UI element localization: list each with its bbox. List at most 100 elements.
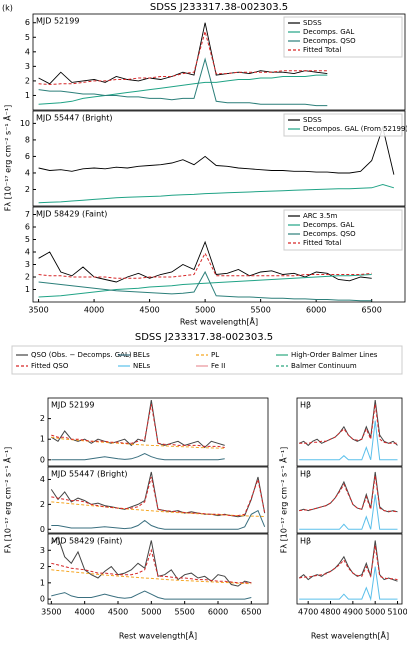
spectrum-line bbox=[51, 501, 265, 518]
y-tick-label: 4 bbox=[25, 47, 30, 56]
panel-annotation: MJD 58429 (Faint) bbox=[36, 210, 107, 219]
x-tick-label: 4500 bbox=[108, 608, 128, 617]
y-tick-label: 3 bbox=[25, 62, 30, 71]
panel-label: (k) bbox=[2, 4, 13, 13]
plot-frame bbox=[32, 110, 406, 207]
spectrum-line bbox=[38, 29, 328, 86]
panel-annotation: Hβ bbox=[300, 537, 311, 546]
bottom-title: SDSS J233317.38-002303.5 bbox=[135, 332, 273, 343]
y-tick-label: 0 bbox=[40, 455, 45, 464]
legend-label: QSO (Obs. − Decomps. GAL) bbox=[31, 351, 132, 359]
legend-label: Decomps. QSO bbox=[303, 230, 356, 238]
legend-label: Fitted Total bbox=[303, 46, 341, 54]
spectrum-line bbox=[50, 536, 252, 587]
legend-label: Decomps. GAL bbox=[303, 28, 354, 36]
plot-frame bbox=[296, 397, 403, 467]
spectrum-line bbox=[50, 471, 266, 518]
y-tick-label: 1 bbox=[40, 435, 45, 444]
x-tick-label: 6500 bbox=[362, 306, 382, 315]
spectrum-line bbox=[38, 57, 328, 107]
x-tick-label: 6000 bbox=[306, 306, 326, 315]
y-tick-label: 6 bbox=[25, 152, 30, 161]
spectrum-line bbox=[299, 404, 398, 444]
plot-frame bbox=[32, 13, 406, 111]
legend-label: SDSS bbox=[303, 19, 322, 27]
x-tick-label: 5100 bbox=[387, 608, 407, 617]
panel-annotation: MJD 52199 bbox=[36, 17, 79, 26]
y-tick-label: 7 bbox=[25, 210, 30, 219]
legend-label: Balmer Continuum bbox=[291, 362, 357, 370]
legend-label: Decompos. GAL (From 52199) bbox=[303, 125, 407, 133]
y-tick-label: 3 bbox=[25, 260, 30, 269]
panel-annotation: MJD 58429 (Faint) bbox=[51, 537, 122, 546]
y-tick-label: 2 bbox=[25, 76, 30, 85]
spectrum-line bbox=[51, 453, 225, 461]
y-tick-label: 1 bbox=[25, 91, 30, 100]
x-tick-label: 4900 bbox=[343, 608, 363, 617]
spectrum-line bbox=[51, 590, 252, 600]
legend-label: Fe II bbox=[211, 362, 225, 370]
plot-frame bbox=[47, 397, 269, 467]
panel-annotation: MJD 55447 (Bright) bbox=[36, 114, 112, 123]
spectrum-line bbox=[38, 270, 372, 302]
legend-box bbox=[283, 209, 403, 251]
spectrum-line bbox=[299, 475, 398, 513]
legend-label: High-Order Balmer Lines bbox=[291, 351, 378, 359]
x-tick-label: 4000 bbox=[74, 608, 94, 617]
legend-box bbox=[11, 345, 403, 375]
y-tick-label: 4 bbox=[40, 475, 45, 484]
x-tick-label: 4700 bbox=[298, 608, 318, 617]
top-x-label: Rest wavelength[Å] bbox=[180, 316, 258, 327]
y-tick-label: 2 bbox=[40, 500, 45, 509]
x-tick-label: 5500 bbox=[174, 608, 194, 617]
spectrum-line bbox=[298, 400, 398, 447]
y-tick-label: 5 bbox=[25, 235, 30, 244]
x-tick-label: 3500 bbox=[28, 306, 48, 315]
spectrum-line bbox=[38, 22, 328, 85]
legend-label: BELs bbox=[133, 351, 150, 359]
spectrum-line bbox=[299, 566, 398, 602]
spectrum-line bbox=[299, 494, 398, 530]
spectrum-line bbox=[51, 569, 252, 585]
spectrum-line bbox=[38, 183, 395, 204]
plot-frame bbox=[296, 533, 403, 605]
x-tick-label: 4000 bbox=[84, 306, 104, 315]
spectrum-line bbox=[51, 400, 225, 449]
y-tick-label: 8 bbox=[25, 135, 30, 144]
y-tick-label: 2 bbox=[40, 562, 45, 571]
x-tick-label: 4800 bbox=[320, 608, 340, 617]
spectrum-line bbox=[299, 545, 398, 581]
y-tick-label: 3 bbox=[40, 546, 45, 555]
legend-label: Fitted Total bbox=[303, 239, 341, 247]
spectrum-line bbox=[38, 125, 395, 175]
spectrum-line bbox=[38, 74, 328, 105]
spectrum-line bbox=[299, 471, 398, 513]
y-tick-label: 2 bbox=[25, 273, 30, 282]
y-tick-label: 4 bbox=[25, 248, 30, 257]
x-tick-label: 5000 bbox=[141, 608, 161, 617]
panel-annotation: Hβ bbox=[300, 401, 311, 410]
x-tick-label: 5500 bbox=[250, 306, 270, 315]
x-tick-label: 6000 bbox=[208, 608, 228, 617]
legend-box bbox=[283, 113, 403, 137]
y-tick-label: 2 bbox=[40, 414, 45, 423]
spectrum-line bbox=[51, 548, 252, 584]
y-tick-label: 0 bbox=[40, 595, 45, 604]
y-tick-label: 6 bbox=[25, 223, 30, 232]
y-tick-label: 0 bbox=[40, 525, 45, 534]
y-tick-label: 2 bbox=[25, 185, 30, 194]
legend-label: ARC 3.5m bbox=[303, 212, 338, 220]
panel-annotation: MJD 55447 (Bright) bbox=[51, 470, 127, 479]
plot-frame bbox=[32, 206, 406, 303]
bottom-x-label: Rest wavelength[Å] bbox=[119, 630, 197, 641]
spectrum-line bbox=[298, 540, 398, 582]
legend-label: Decomps. GAL bbox=[303, 221, 354, 229]
top-y-label: Fλ [10⁻¹⁷ erg cm⁻² s⁻¹ Å⁻¹] bbox=[2, 105, 13, 211]
x-tick-label: 5000 bbox=[195, 306, 215, 315]
legend-label: Fitted QSO bbox=[31, 362, 69, 370]
y-tick-label: 10 bbox=[20, 119, 30, 128]
legend-label: NELs bbox=[133, 362, 151, 370]
spectrum-line bbox=[51, 404, 225, 448]
legend-box bbox=[283, 16, 403, 58]
